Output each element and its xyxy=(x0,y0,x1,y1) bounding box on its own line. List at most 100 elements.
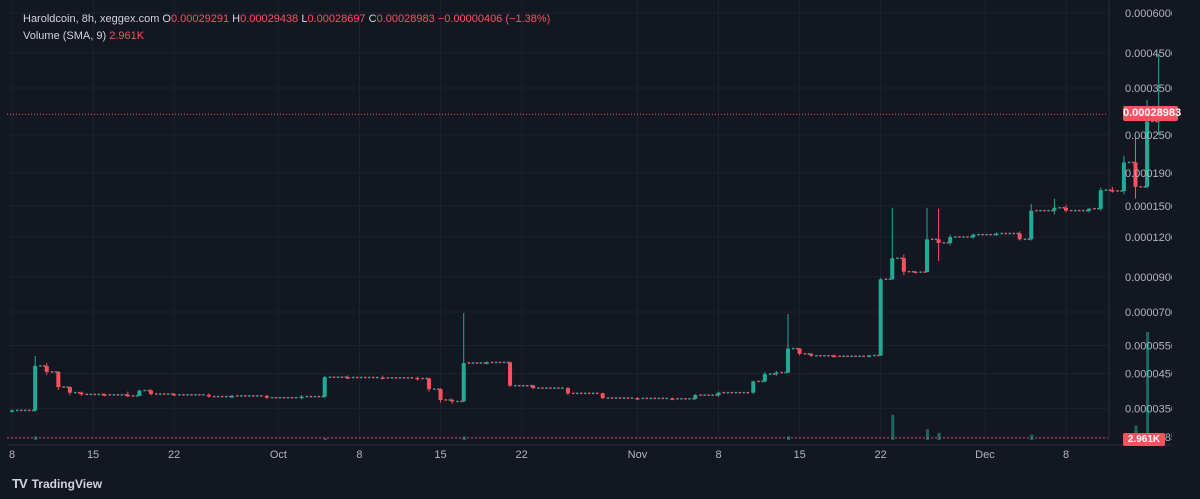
candle-body xyxy=(606,397,610,399)
candle-body xyxy=(850,355,853,358)
candle-body xyxy=(676,398,679,400)
y-tick-label: 0.00009000 xyxy=(1125,272,1172,284)
candle-body xyxy=(751,381,756,393)
candle-body xyxy=(147,389,150,392)
candle-body xyxy=(108,394,112,396)
candle-body xyxy=(792,347,795,350)
candle-body xyxy=(1139,186,1142,188)
candle-body xyxy=(286,396,290,399)
candle-body xyxy=(730,391,734,394)
candle-body xyxy=(971,234,976,237)
candle-body xyxy=(502,361,506,364)
candle-body xyxy=(1039,209,1042,212)
candle-body xyxy=(1043,209,1046,212)
candle-body xyxy=(565,388,570,394)
volume-bar xyxy=(937,432,941,440)
candle-body xyxy=(332,376,336,378)
candle-body xyxy=(786,348,791,373)
candle-body xyxy=(112,394,116,396)
y-tick-label: 0.00045000 xyxy=(1125,48,1172,60)
candle-body xyxy=(1143,186,1146,188)
brand-name: TradingView xyxy=(31,476,103,491)
x-tick-label: 22 xyxy=(875,449,887,461)
candle-body xyxy=(1064,207,1068,211)
candle-body xyxy=(367,376,371,379)
candle-body xyxy=(66,386,69,388)
candle-body xyxy=(688,398,691,400)
candle-body xyxy=(614,397,618,399)
candle-body xyxy=(371,376,375,379)
candle-body xyxy=(722,391,726,394)
candle-body xyxy=(39,365,42,367)
candle-body xyxy=(575,392,579,395)
candle-body xyxy=(936,239,941,243)
tradingview-brand[interactable]: TV TradingView xyxy=(12,476,102,491)
candle-body xyxy=(359,376,363,379)
candle-body xyxy=(202,394,205,396)
footer: TV TradingView xyxy=(0,466,1200,499)
volume-value: 2.961K xyxy=(109,30,145,42)
candle-body xyxy=(670,398,675,400)
candle-body xyxy=(198,394,201,396)
candle-body xyxy=(410,377,414,379)
candle-body xyxy=(1008,232,1012,235)
symbol-label[interactable]: Haroldcoin, 8h, xeggex.com xyxy=(23,13,160,25)
candle-body xyxy=(236,395,239,397)
candle-body xyxy=(212,395,216,398)
candle-body xyxy=(1000,232,1004,235)
candle-body xyxy=(328,376,332,378)
candle-body xyxy=(579,392,583,395)
high-label: H xyxy=(232,13,241,25)
candle-body xyxy=(541,387,544,389)
candlestick-chart[interactable]: 0.00060000 0.00045000 0.00035000 0.00025000… xyxy=(7,0,1172,466)
candle-body xyxy=(1120,190,1123,192)
candle-body xyxy=(587,392,591,395)
chart-panel[interactable]: 0.00060000 0.00045000 0.00035000 0.00025000… xyxy=(7,0,1181,466)
candle-body xyxy=(415,377,420,380)
candle-body xyxy=(948,236,953,243)
candle-body xyxy=(158,393,162,395)
candle-body xyxy=(1151,120,1154,123)
candle-body xyxy=(823,355,826,357)
candle-body xyxy=(375,376,379,379)
candle-body xyxy=(1052,207,1057,211)
candle-body xyxy=(703,394,706,396)
candle-body xyxy=(386,377,390,379)
candle-body xyxy=(56,371,61,388)
candle-body xyxy=(622,397,626,399)
candle-body xyxy=(958,236,961,238)
candle-body xyxy=(1108,189,1112,191)
candle-body xyxy=(1070,209,1073,212)
candle-body xyxy=(10,410,14,412)
candle-body xyxy=(873,354,876,357)
candle-body xyxy=(44,365,49,372)
x-tick-label: 8 xyxy=(9,449,15,461)
candle-body xyxy=(194,394,197,396)
y-tick-label: 0.00012000 xyxy=(1125,232,1172,244)
candle-body xyxy=(545,387,548,389)
candle-body xyxy=(923,271,926,273)
candle-body xyxy=(649,397,652,400)
candle-body xyxy=(148,390,153,395)
volume-bar xyxy=(1134,425,1138,440)
candle-body xyxy=(985,233,988,236)
y-tick-label: 0.00015000 xyxy=(1125,201,1172,213)
candle-body xyxy=(380,377,385,380)
candle-body xyxy=(1051,209,1054,212)
volume-label[interactable]: Volume (SMA, 9) xyxy=(23,30,107,42)
candle-body xyxy=(626,397,630,399)
candle-body xyxy=(977,233,980,236)
candle-body xyxy=(1097,207,1100,210)
x-tick-label: Oct xyxy=(270,449,287,461)
candle-body xyxy=(774,372,779,375)
candle-body xyxy=(425,377,428,380)
candle-body xyxy=(966,236,969,238)
close-label: C xyxy=(368,13,377,25)
candle-body xyxy=(884,278,888,281)
candle-body xyxy=(20,409,23,412)
tradingview-logo-icon: TV xyxy=(12,476,28,491)
candle-body xyxy=(518,384,521,387)
candle-body xyxy=(363,376,367,379)
y-tick-label: 0.00003500 xyxy=(1125,403,1172,415)
candle-body xyxy=(85,393,88,396)
